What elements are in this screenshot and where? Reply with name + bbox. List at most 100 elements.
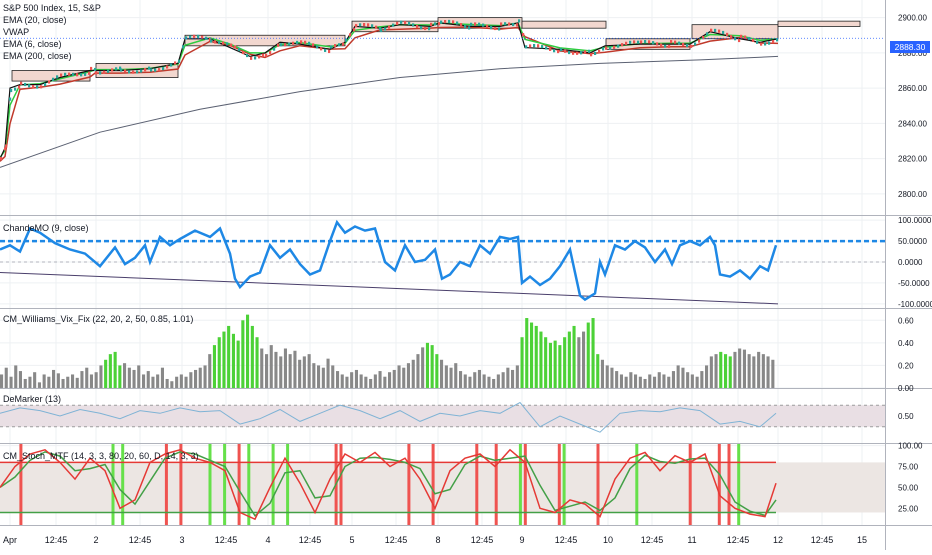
- candle: [590, 53, 593, 57]
- candle: [598, 49, 601, 54]
- candle: [242, 50, 245, 55]
- vix-bar-green: [430, 345, 434, 389]
- candle: [238, 47, 241, 52]
- x-tick-label: 12:45: [641, 535, 664, 545]
- candle: [380, 28, 383, 33]
- vix-bar: [350, 372, 354, 388]
- candle: [392, 23, 395, 27]
- trend-line: [0, 271, 779, 305]
- candle: [222, 41, 225, 45]
- candle: [154, 68, 157, 72]
- vix-bar: [657, 372, 661, 388]
- candle: [88, 71, 91, 75]
- price-legend: S&P 500 Index, 15, S&P EMA (20, close) V…: [3, 2, 101, 62]
- chande-line: [0, 219, 778, 302]
- vix-bar: [307, 354, 311, 389]
- price-panel: [0, 17, 885, 168]
- candle: [119, 66, 122, 70]
- price-line: [0, 22, 779, 159]
- vix-bar: [302, 356, 306, 388]
- x-tick-label: 12:45: [727, 535, 750, 545]
- vix-bar-green: [596, 354, 600, 389]
- candle: [158, 68, 161, 72]
- x-tick-label: 11: [687, 535, 696, 545]
- candle: [5, 144, 8, 148]
- candle: [375, 25, 378, 29]
- ema20-line: [0, 26, 779, 162]
- candle: [690, 44, 693, 48]
- vix-bar: [14, 365, 18, 389]
- candle: [24, 82, 27, 87]
- vix-bar: [364, 376, 368, 389]
- vix-bar-green: [591, 318, 595, 389]
- candle: [568, 50, 571, 55]
- vix-bar: [671, 371, 675, 388]
- vix-bar: [766, 356, 770, 388]
- candle: [214, 40, 217, 44]
- vix-bar: [695, 376, 699, 389]
- candle: [416, 24, 419, 29]
- candle: [740, 34, 743, 38]
- x-tick-label: 5: [349, 535, 354, 545]
- candle: [694, 42, 697, 46]
- vix-bar: [690, 374, 694, 388]
- candle: [189, 35, 192, 39]
- vix-bar-green: [558, 345, 562, 389]
- candle: [20, 81, 23, 85]
- candle: [576, 51, 579, 55]
- vix-bar: [624, 376, 628, 389]
- candle: [448, 19, 451, 24]
- vix-bar-green: [113, 351, 117, 388]
- candle: [0, 157, 3, 161]
- vix-bar: [127, 367, 131, 388]
- candle: [48, 80, 51, 84]
- candle: [494, 26, 497, 31]
- candle: [230, 43, 233, 47]
- candle: [408, 21, 411, 26]
- vix-bar-green: [222, 331, 226, 388]
- candle: [324, 48, 327, 52]
- vix-bar: [600, 359, 604, 388]
- candle: [174, 61, 177, 65]
- stoch-sell-signal: [19, 444, 23, 525]
- candle: [557, 49, 560, 54]
- vix-bar-green: [586, 322, 590, 389]
- candle: [726, 32, 729, 37]
- candle: [444, 19, 447, 24]
- indicator-label: EMA (200, close): [3, 51, 72, 61]
- x-tick-label: 9: [519, 535, 524, 545]
- y-tick-label: 0.20: [898, 361, 914, 370]
- vix-bar: [293, 350, 297, 388]
- stoch-buy-signal: [247, 444, 251, 525]
- vix-bar: [667, 376, 671, 389]
- x-tick-label: 12:45: [299, 535, 322, 545]
- vix-bar: [757, 351, 761, 388]
- demarker-panel: [0, 401, 885, 433]
- stoch-buy-signal: [562, 444, 566, 525]
- candle: [698, 39, 701, 43]
- stoch-buy-signal: [223, 444, 227, 525]
- candle: [32, 85, 35, 89]
- vix-bar: [515, 365, 519, 389]
- vix-bar: [99, 365, 103, 389]
- vix-bar: [184, 376, 188, 389]
- candle: [772, 40, 775, 44]
- vix-bar: [269, 345, 273, 389]
- x-tick-label: 8: [435, 535, 440, 545]
- vix-bar: [23, 378, 27, 388]
- y-tick-label: -100.0000: [898, 300, 932, 309]
- stoch-buy-signal: [518, 444, 522, 525]
- vix-bar: [71, 374, 75, 388]
- candle: [748, 36, 751, 41]
- vix-bar: [170, 381, 174, 389]
- ema200-line: [0, 55, 779, 168]
- candle: [56, 75, 59, 79]
- y-tick-label: 0.00: [898, 384, 914, 393]
- candle: [338, 43, 341, 47]
- candle: [80, 73, 83, 77]
- candle: [744, 35, 747, 39]
- vix-title: CM_Williams_Vix_Fix (22, 20, 2, 50, 0.85…: [3, 314, 194, 324]
- candle: [246, 53, 249, 58]
- vix-bar: [459, 371, 463, 388]
- vix-bar: [653, 376, 657, 389]
